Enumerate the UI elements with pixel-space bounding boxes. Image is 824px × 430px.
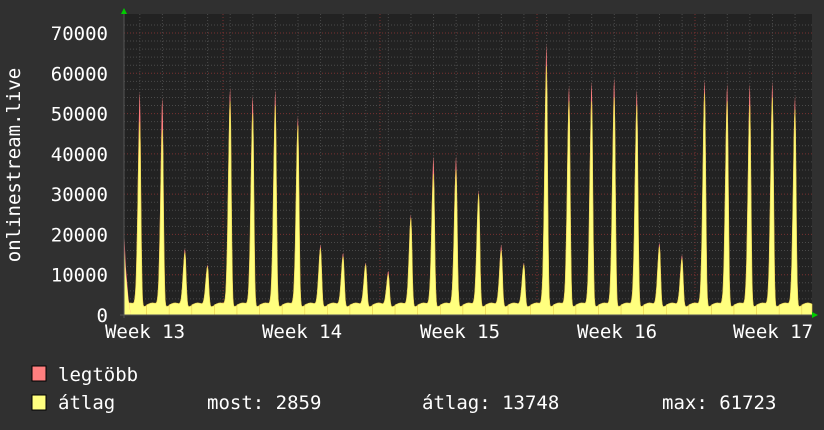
y-tick-label: 20000 (51, 224, 108, 246)
plot-background (124, 14, 812, 315)
avg-daily-peak (259, 105, 283, 316)
avg-daily-peak (236, 113, 260, 316)
legend-max: max: 61723 (662, 392, 776, 414)
avg-daily-peak (462, 194, 486, 316)
x-tick-label: Week 15 (420, 321, 500, 343)
grid (124, 14, 812, 315)
legend-now: most: 2859 (207, 392, 321, 414)
avg-daily-peak (281, 125, 306, 316)
avg-daily-peak (711, 101, 735, 316)
avg-daily-peak (778, 109, 803, 316)
avg-daily-peak (372, 273, 396, 316)
legend-label-avg: átlag (58, 392, 115, 414)
avg-daily-peak (756, 97, 780, 316)
avg-daily-peak (124, 242, 131, 315)
avg-daily-peak (146, 129, 170, 316)
avg-daily-peak (575, 101, 599, 316)
y-tick-label: 30000 (51, 184, 108, 206)
y-tick-label: 50000 (51, 104, 108, 126)
y-tick-label: 70000 (51, 23, 108, 45)
series-marks (123, 43, 813, 316)
avg-daily-peak (214, 101, 238, 316)
avg-daily-peak (394, 218, 418, 316)
x-tick-label: Week 16 (577, 321, 657, 343)
avg-daily-peak (598, 97, 622, 316)
legend-label-max: legtöbb (58, 364, 138, 386)
avg-daily-peak (191, 266, 215, 316)
avg-daily-peak (417, 173, 441, 316)
y-axis-arrow-icon (121, 8, 127, 14)
avg-daily-peak (507, 264, 531, 316)
legend-average: átlag: 13748 (422, 392, 559, 414)
avg-daily-peak (801, 302, 813, 316)
y-tick-label: 40000 (51, 144, 108, 166)
avg-daily-peak (553, 101, 577, 316)
avg-daily-peak (643, 246, 667, 316)
avg-daily-peak (440, 169, 464, 316)
avg-daily-peak (349, 264, 373, 316)
avg-daily-peak (485, 250, 509, 316)
legend-swatch-avg (31, 394, 47, 411)
avg-daily-peak (304, 248, 328, 316)
y-tick-label: 60000 (51, 63, 108, 85)
y-axis-title: onlinestream.live (3, 68, 25, 262)
y-tick-label: 0 (97, 305, 108, 327)
legend-swatch-max (31, 365, 47, 382)
x-tick-label: Week 14 (262, 321, 342, 343)
avg-daily-peak (620, 105, 644, 316)
avg-daily-peak (733, 105, 757, 316)
avg-daily-peak (666, 258, 690, 316)
avg-daily-peak (168, 252, 193, 316)
avg-daily-peak (688, 93, 712, 316)
x-tick-label: Week 17 (733, 321, 813, 343)
x-axis-arrow-icon (812, 312, 818, 318)
avg-daily-peak (327, 256, 351, 316)
x-tick-label: Week 13 (105, 321, 185, 343)
y-tick-label: 10000 (51, 265, 108, 287)
avg-daily-peak (530, 66, 554, 316)
